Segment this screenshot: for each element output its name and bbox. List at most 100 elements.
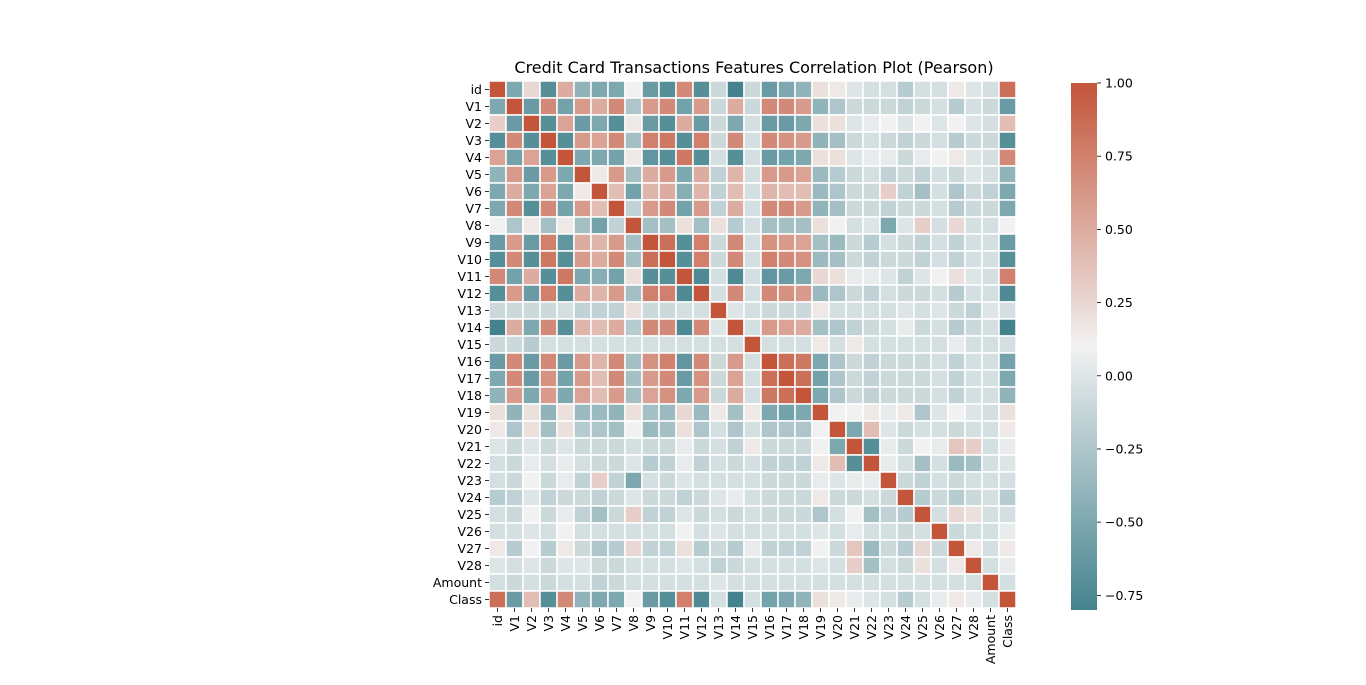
heatmap-cell-V10-V11: [675, 250, 694, 269]
heatmap-cell-Class-V11: [675, 590, 694, 609]
heatmap-cell-V13-V6: [590, 301, 609, 320]
heatmap-cell-V2-V14: [726, 114, 745, 133]
heatmap-cell-V22-V14: [726, 454, 745, 473]
heatmap-cell-V19-Amount: [981, 403, 1000, 422]
heatmap-cell-V28-V7: [607, 556, 626, 575]
heatmap-cell-V5-V20: [828, 165, 847, 184]
x-tick-label: V20: [830, 615, 845, 640]
heatmap-cell-V10-V22: [862, 250, 881, 269]
heatmap-cell-V10-V5: [573, 250, 592, 269]
heatmap-cell-Amount-Class: [998, 573, 1017, 592]
heatmap-cell-V28-V23: [879, 556, 898, 575]
heatmap-cell-V18-V8: [624, 386, 643, 405]
heatmap-cell-V20-V13: [709, 420, 728, 439]
heatmap-cell-V22-id: [488, 454, 507, 473]
heatmap-cell-V19-V18: [794, 403, 813, 422]
heatmap-cell-V15-V8: [624, 335, 643, 354]
heatmap-cell-V21-V12: [692, 437, 711, 456]
heatmap-cell-V21-V9: [641, 437, 660, 456]
heatmap-cell-V23-V17: [777, 471, 796, 490]
heatmap-cell-V19-V27: [947, 403, 966, 422]
heatmap-cell-V21-V5: [573, 437, 592, 456]
heatmap-cell-V27-V5: [573, 539, 592, 558]
heatmap-cell-Amount-V8: [624, 573, 643, 592]
heatmap-cell-V25-V17: [777, 505, 796, 524]
heatmap-cell-V12-V21: [845, 284, 864, 303]
heatmap-cell-id-V1: [505, 80, 524, 99]
heatmap-cell-V21-V23: [879, 437, 898, 456]
heatmap-cell-V26-V15: [743, 522, 762, 541]
heatmap-cell-V19-V24: [896, 403, 915, 422]
heatmap-cell-V2-V26: [930, 114, 949, 133]
heatmap-cell-V20-V18: [794, 420, 813, 439]
heatmap-cell-V4-V26: [930, 148, 949, 167]
heatmap-cell-V21-V17: [777, 437, 796, 456]
heatmap-cell-V7-V3: [539, 199, 558, 218]
x-tick-label: V1: [507, 615, 522, 632]
heatmap-cell-V1-V13: [709, 97, 728, 116]
heatmap-cell-V19-V20: [828, 403, 847, 422]
heatmap-cell-V19-V10: [658, 403, 677, 422]
heatmap-cell-V7-V16: [760, 199, 779, 218]
y-tick-label: V28: [458, 558, 483, 573]
heatmap-cell-V20-V12: [692, 420, 711, 439]
heatmap-cell-V3-V19: [811, 131, 830, 150]
heatmap-cell-V9-V26: [930, 233, 949, 252]
heatmap-cell-V21-V4: [556, 437, 575, 456]
heatmap-cell-V26-V10: [658, 522, 677, 541]
heatmap-cell-V21-V1: [505, 437, 524, 456]
y-tick-label: V2: [465, 116, 482, 131]
x-tick-label: V23: [881, 615, 896, 639]
x-tick-label: V18: [796, 615, 811, 640]
heatmap-cell-V7-Class: [998, 199, 1017, 218]
heatmap-cell-V28-V13: [709, 556, 728, 575]
heatmap-cell-V22-V2: [522, 454, 541, 473]
heatmap-cell-V7-V26: [930, 199, 949, 218]
heatmap-cell-V22-V23: [879, 454, 898, 473]
heatmap-cell-V28-Amount: [981, 556, 1000, 575]
x-tick-label: V25: [915, 615, 930, 639]
heatmap-cell-V11-V18: [794, 267, 813, 286]
heatmap-cell-V24-V4: [556, 488, 575, 507]
heatmap-cell-V22-V1: [505, 454, 524, 473]
heatmap-cell-V23-V26: [930, 471, 949, 490]
heatmap-cell-V18-Amount: [981, 386, 1000, 405]
heatmap-cell-V28-V15: [743, 556, 762, 575]
heatmap-cell-V24-V5: [573, 488, 592, 507]
heatmap-cell-V20-V4: [556, 420, 575, 439]
heatmap-cell-V8-V17: [777, 216, 796, 235]
heatmap-cell-V15-V14: [726, 335, 745, 354]
heatmap-cell-V5-V28: [964, 165, 983, 184]
heatmap-cell-V16-V20: [828, 352, 847, 371]
heatmap-cell-V22-V7: [607, 454, 626, 473]
heatmap-cell-V23-V5: [573, 471, 592, 490]
heatmap-cell-V11-V1: [505, 267, 524, 286]
heatmap-cell-V23-V23: [879, 471, 898, 490]
heatmap-cell-V18-V13: [709, 386, 728, 405]
heatmap-cell-V1-V28: [964, 97, 983, 116]
heatmap-cell-V24-V10: [658, 488, 677, 507]
heatmap-cell-V17-V13: [709, 369, 728, 388]
heatmap-cell-V23-V11: [675, 471, 694, 490]
heatmap-cell-Amount-V10: [658, 573, 677, 592]
heatmap-cell-V24-V26: [930, 488, 949, 507]
heatmap-cell-V20-V23: [879, 420, 898, 439]
heatmap-cell-V26-V7: [607, 522, 626, 541]
heatmap-cell-V16-V18: [794, 352, 813, 371]
heatmap-cell-V3-V12: [692, 131, 711, 150]
heatmap-cell-V7-V7: [607, 199, 626, 218]
heatmap-cell-id-V28: [964, 80, 983, 99]
heatmap-cell-V25-V10: [658, 505, 677, 524]
heatmap-cell-V17-V22: [862, 369, 881, 388]
x-tick-label: V12: [694, 615, 709, 639]
heatmap-cell-V2-V27: [947, 114, 966, 133]
heatmap-cell-V25-V23: [879, 505, 898, 524]
heatmap-cell-V22-V11: [675, 454, 694, 473]
heatmap-cell-V28-V2: [522, 556, 541, 575]
heatmap-cell-id-V19: [811, 80, 830, 99]
heatmap-cell-V25-V2: [522, 505, 541, 524]
heatmap-cell-V3-V28: [964, 131, 983, 150]
heatmap-cell-V14-V25: [913, 318, 932, 337]
heatmap-cell-V9-V6: [590, 233, 609, 252]
